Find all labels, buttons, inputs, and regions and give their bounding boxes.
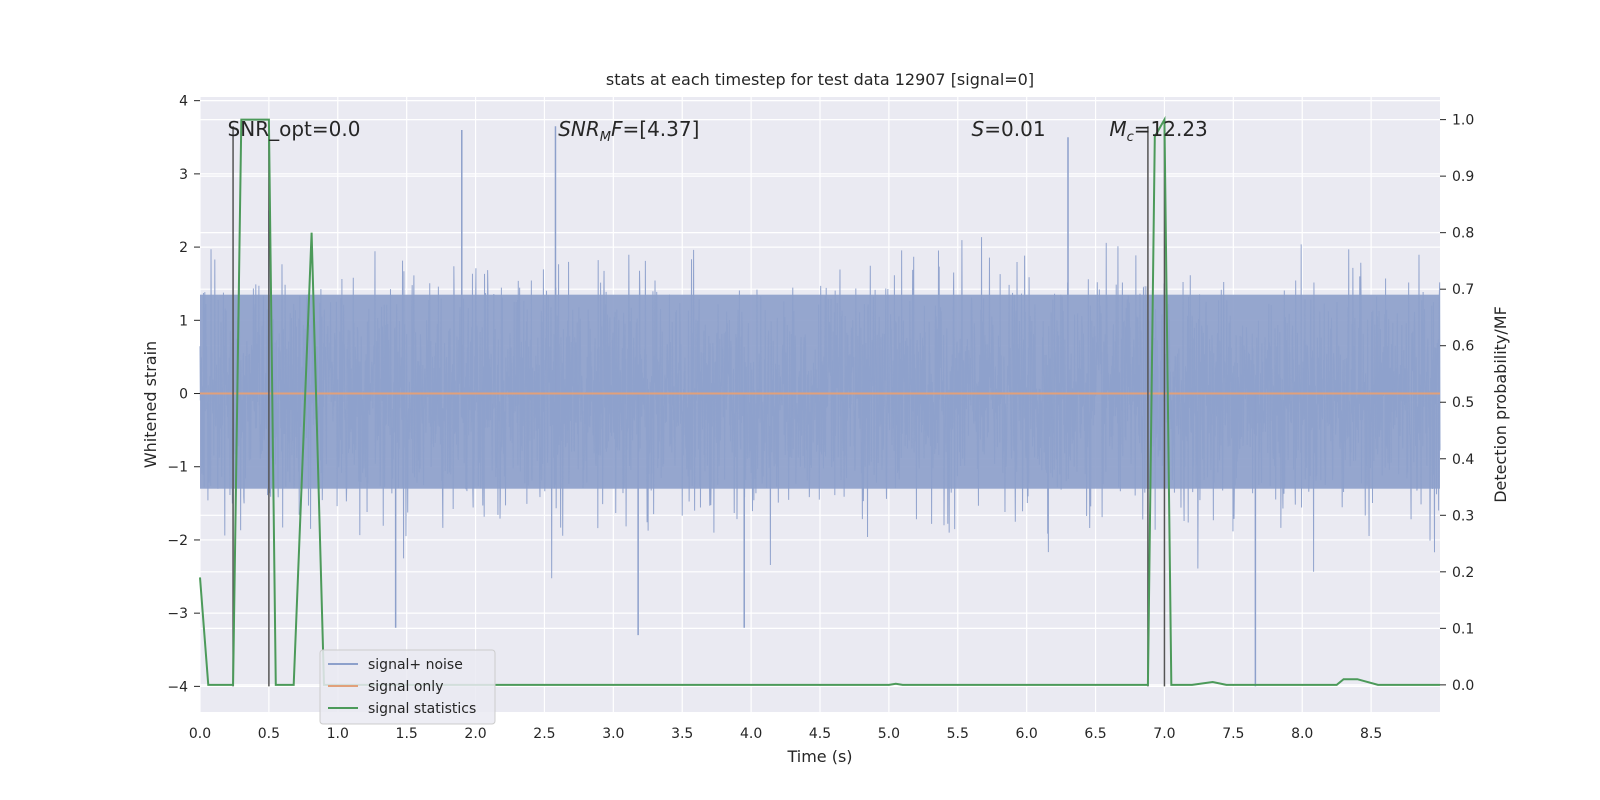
- x-tick-label: 2.0: [464, 726, 486, 742]
- x-tick-label: 8.0: [1291, 726, 1313, 742]
- signal-statistics-series: [199, 115, 1440, 686]
- annotation-mc: Mc=12.23: [1109, 117, 1207, 145]
- chart-title: stats at each timestep for test data 129…: [606, 70, 1034, 89]
- y2-axis-label: Detection probability/MF: [1491, 306, 1510, 503]
- y2-tick-label: 0.0: [1452, 678, 1474, 694]
- y2-tick-label: 0.9: [1452, 169, 1474, 185]
- x-tick-label: 0.0: [189, 726, 211, 742]
- x-tick-label: 5.5: [947, 726, 969, 742]
- y-tick-label: 2: [179, 240, 188, 256]
- legend-box: [319, 649, 496, 725]
- annotation-snr-opt: SNR_opt=0.0: [228, 117, 361, 141]
- legend-label-signal-only: signal only: [368, 679, 443, 695]
- y-tick-label: −4: [167, 679, 188, 695]
- annotation-snr-mf-suffix: =[4.37]: [623, 117, 700, 141]
- y2-axis-ticks: 1.0 0.9 0.8 0.7 0.6 0.5 0.4 0.3 0.2 0.1 0.0: [1440, 113, 1474, 694]
- annotation-mc-suffix: =12.23: [1134, 117, 1208, 141]
- y-tick-label: −3: [167, 606, 188, 622]
- y-tick-label: −1: [167, 460, 188, 476]
- y2-tick-label: 1.0: [1452, 113, 1474, 129]
- annotation-snr-mf-prefix: SNR: [558, 117, 600, 141]
- x-tick-label: 3.0: [602, 726, 624, 742]
- annotation-snr-mf: SNRMF=[4.37]: [558, 117, 699, 145]
- x-tick-label: 7.5: [1222, 726, 1244, 742]
- x-tick-label: 3.5: [671, 726, 693, 742]
- x-tick-label: 8.5: [1360, 726, 1382, 742]
- annotation-s: S=0.01: [972, 117, 1046, 141]
- y-tick-label: −2: [167, 533, 188, 549]
- annotation-mc-sub: c: [1127, 130, 1134, 145]
- signal-noise-series: [199, 126, 1441, 687]
- y-axis-ticks: 4 3 2 1 0 −1 −2 −3 −4: [167, 94, 200, 695]
- x-axis-ticks: 0.0 0.5 1.0 1.5 2.0 2.5 3.0 3.5 4.0 4.5 5.0 5.5 6.0 6…: [189, 726, 1382, 742]
- y2-tick-label: 0.1: [1452, 621, 1474, 637]
- y-tick-label: 0: [179, 387, 188, 403]
- x-tick-label: 2.5: [533, 726, 555, 742]
- x-tick-label: 6.0: [1016, 726, 1038, 742]
- x-tick-label: 6.5: [1084, 726, 1106, 742]
- y2-tick-label: 0.8: [1452, 226, 1474, 242]
- legend: signal+ noise signal only signal statist…: [319, 649, 496, 725]
- x-tick-label: 1.0: [327, 726, 349, 742]
- signal-noise-line: [199, 237, 1441, 579]
- y2-tick-label: 0.6: [1452, 339, 1474, 355]
- annotation-snr-mf-suffix-italic: F: [611, 117, 623, 141]
- y-tick-label: 3: [179, 167, 188, 183]
- x-tick-label: 4.0: [740, 726, 762, 742]
- x-tick-label: 4.5: [809, 726, 831, 742]
- annotations: SNR_opt=0.0 SNRMF=[4.37] S=0.01 Mc=12.23: [228, 117, 1208, 145]
- x-axis-label: Time (s): [786, 747, 852, 766]
- legend-label-signal-statistics: signal statistics: [368, 701, 476, 717]
- x-tick-label: 7.0: [1153, 726, 1175, 742]
- y-axis-label: Whitened strain: [141, 341, 160, 468]
- annotation-mc-prefix: M: [1109, 117, 1126, 141]
- y-tick-label: 4: [179, 94, 188, 110]
- y2-tick-label: 0.2: [1452, 565, 1474, 581]
- y-tick-label: 1: [179, 313, 188, 329]
- annotation-s-prefix: S: [972, 117, 985, 141]
- y2-tick-label: 0.7: [1452, 282, 1474, 298]
- x-tick-label: 0.5: [258, 726, 280, 742]
- signal-statistics-line: [199, 115, 1440, 686]
- y2-tick-label: 0.4: [1452, 452, 1474, 468]
- y2-tick-label: 0.5: [1452, 395, 1474, 411]
- annotation-s-suffix: =0.01: [984, 117, 1045, 141]
- annotation-snr-mf-sub: M: [600, 130, 611, 145]
- legend-label-signal-noise: signal+ noise: [368, 657, 463, 673]
- x-tick-label: 5.0: [878, 726, 900, 742]
- vertical-markers: [232, 126, 1166, 687]
- x-tick-label: 1.5: [396, 726, 418, 742]
- y2-tick-label: 0.3: [1452, 508, 1474, 524]
